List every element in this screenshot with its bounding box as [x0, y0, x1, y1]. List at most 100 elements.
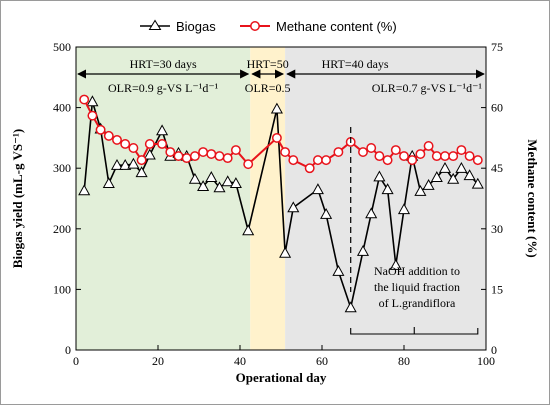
- methane-point: [464, 151, 475, 162]
- biogas-point: [389, 258, 402, 270]
- biogas-point: [135, 166, 148, 178]
- biogas-point: [332, 264, 345, 276]
- biogas-point: [287, 201, 300, 213]
- methane-point: [382, 155, 393, 166]
- methane-point: [120, 139, 131, 149]
- biogas-point: [365, 207, 378, 219]
- annotation-text: NaOH addition to the liquid fraction of L.…: [374, 264, 460, 310]
- biogas-point: [229, 177, 242, 189]
- biogas-point: [422, 178, 435, 190]
- methane-point: [136, 155, 147, 166]
- methane-point: [415, 149, 426, 160]
- biogas-point: [197, 180, 210, 192]
- series-layer: [78, 94, 484, 313]
- y-left-tick-label: 500: [53, 40, 71, 54]
- biogas-point: [463, 169, 476, 181]
- methane-point: [112, 134, 122, 145]
- biogas-point: [213, 181, 226, 193]
- biogas-point: [430, 171, 443, 182]
- y-left-tick-label: 300: [53, 161, 71, 175]
- biogas-point: [320, 208, 333, 219]
- legend-methane-marker: [250, 21, 260, 31]
- x-tick-label: 40: [234, 354, 246, 368]
- methane-point: [173, 151, 184, 162]
- y-left-tick-label: 100: [53, 282, 71, 296]
- methane-point: [128, 143, 139, 153]
- methane-point: [312, 155, 323, 166]
- phase-olr-1: OLR=0.9 g-VS L⁻¹d⁻¹: [108, 81, 219, 95]
- y-left-tick-label: 400: [53, 101, 71, 115]
- annotation-line-3: of L.grandiflora: [379, 296, 456, 310]
- methane-point: [374, 151, 385, 162]
- biogas-point: [188, 172, 201, 184]
- biogas-point: [102, 177, 115, 189]
- methane-point: [440, 151, 450, 162]
- x-tick-label: 100: [477, 354, 495, 368]
- methane-point: [366, 143, 377, 153]
- y-right-tick-label: 15: [491, 282, 503, 296]
- x-tick-label: 0: [73, 354, 79, 368]
- biogas-point: [311, 183, 324, 195]
- methane-point: [206, 149, 217, 160]
- biogas-point: [414, 184, 427, 196]
- biogas-point: [127, 157, 140, 169]
- x-axis-title: Operational day: [236, 370, 327, 385]
- methane-point: [144, 139, 155, 149]
- plot-frame: [75, 46, 487, 351]
- y-left-tick-label: 200: [53, 222, 71, 236]
- methane-point: [333, 147, 344, 157]
- legend-biogas-label: Biogas: [176, 19, 216, 34]
- methane-point: [271, 132, 282, 143]
- y-right-tick-label: 0: [491, 343, 497, 357]
- methane-point: [423, 141, 434, 151]
- biogas-point: [78, 184, 91, 196]
- methane-point: [243, 159, 254, 170]
- phase-olr-3: OLR=0.7 g-VS L⁻¹d⁻¹: [372, 81, 483, 95]
- phase-band-3: [285, 47, 486, 350]
- y-right-tick-label: 75: [491, 40, 503, 54]
- methane-point: [230, 145, 241, 155]
- biogas-point: [438, 161, 452, 173]
- methane-point: [103, 130, 114, 141]
- methane-point: [448, 151, 459, 162]
- methane-point: [321, 155, 332, 166]
- methane-point: [189, 151, 200, 162]
- phase-backgrounds: [76, 47, 486, 350]
- methane-point: [407, 155, 418, 166]
- annotation-line-1: NaOH addition to: [374, 264, 460, 278]
- methane-point: [288, 155, 299, 166]
- phase-arrows: HRT=30 days OLR=0.9 g-VS L⁻¹d⁻¹ HRT=50 OLR=…: [77, 57, 485, 95]
- methane-point: [157, 139, 168, 149]
- biogas-point: [86, 95, 99, 107]
- methane-point: [214, 151, 225, 162]
- methane-point: [399, 151, 409, 162]
- y-right-tick-label: 45: [491, 161, 503, 175]
- biogas-point: [447, 172, 460, 184]
- y-left-axis-title: Biogas yield (mL-g VS⁻¹): [10, 129, 25, 268]
- y-right-axis-title: Methane content (%): [525, 139, 540, 257]
- biogas-point: [110, 158, 124, 170]
- legend: Biogas Methane content (%): [140, 19, 397, 34]
- phase-hrt-3: HRT=40 days: [322, 57, 389, 71]
- biogas-point: [471, 177, 484, 189]
- methane-point: [390, 145, 401, 155]
- methane-point: [358, 147, 368, 157]
- phase-band-1: [76, 47, 251, 350]
- methane-point: [472, 155, 483, 166]
- methane-point: [431, 151, 442, 162]
- biogas-point: [455, 161, 468, 173]
- methane-point: [79, 94, 90, 105]
- phase-olr-2: OLR=0.5: [245, 81, 291, 95]
- annotation-layer: NaOH addition to the liquid fraction of L.…: [350, 127, 479, 335]
- y-right-tick-label: 30: [491, 222, 503, 236]
- methane-point: [165, 147, 176, 157]
- biogas-point: [119, 158, 132, 170]
- methane-point: [95, 124, 106, 135]
- legend-biogas-marker: [148, 19, 162, 30]
- biogas-point: [381, 183, 394, 195]
- biogas-point: [156, 124, 169, 136]
- methane-point: [280, 147, 291, 157]
- biogas-point: [205, 171, 218, 182]
- biogas-point: [279, 246, 292, 258]
- y-left-tick-label: 0: [65, 343, 71, 357]
